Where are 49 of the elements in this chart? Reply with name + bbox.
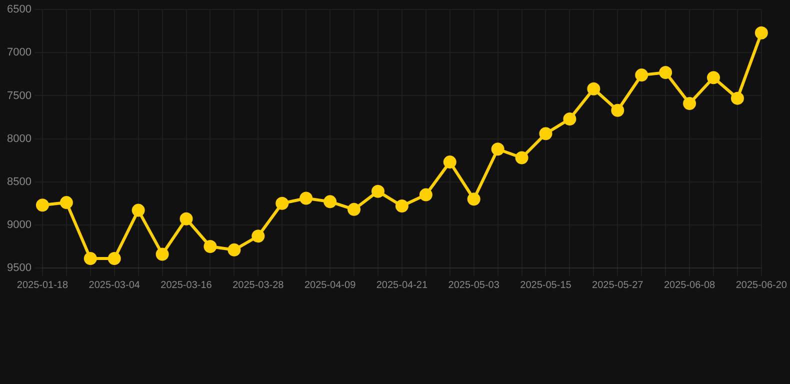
x-tick-label: 2025-04-09	[304, 280, 356, 291]
point	[324, 195, 337, 208]
point	[611, 104, 624, 117]
y-tick-label: 9000	[6, 218, 32, 231]
point	[228, 243, 241, 256]
x-tick-label: 2025-05-27	[592, 280, 644, 291]
point	[491, 142, 504, 156]
point	[156, 248, 169, 261]
point	[395, 199, 408, 212]
x-tick-label: 2025-03-28	[232, 280, 284, 291]
x-tick-label: 2025-05-03	[448, 280, 500, 291]
y-tick-label: 9500	[6, 262, 32, 274]
y-tick-label: 8500	[6, 176, 32, 188]
point	[300, 192, 313, 205]
point	[539, 127, 552, 140]
point	[683, 96, 696, 110]
x-tick-label: 2025-01-18	[16, 280, 68, 291]
x-tick-label: 2025-06-20	[736, 280, 788, 291]
x-tick-label: 2025-03-16	[160, 280, 212, 291]
y-tick-label: 7500	[6, 90, 32, 102]
point	[36, 198, 49, 212]
point	[419, 188, 432, 202]
point	[659, 66, 672, 79]
point	[84, 252, 97, 266]
x-tick-label: 2025-06-08	[664, 280, 716, 291]
point	[515, 151, 528, 164]
point	[443, 156, 456, 169]
point	[204, 240, 217, 253]
point	[730, 92, 744, 105]
y-tick-label: 7000	[6, 46, 32, 59]
point	[252, 230, 265, 243]
point	[635, 68, 648, 82]
point	[348, 202, 361, 216]
point	[132, 204, 145, 217]
y-tick-label: 6500	[6, 4, 32, 16]
point	[706, 71, 720, 84]
point	[754, 26, 768, 40]
point	[467, 192, 480, 206]
x-tick-label: 2025-03-04	[88, 280, 140, 291]
point	[180, 212, 193, 226]
point	[108, 252, 121, 266]
point	[60, 196, 73, 210]
x-tick-label: 2025-05-15	[520, 280, 572, 291]
point	[371, 184, 384, 198]
point	[563, 112, 576, 126]
x-tick-label: 2025-04-21	[376, 280, 428, 291]
y-tick-label: 8000	[6, 132, 32, 145]
point	[276, 196, 289, 210]
point	[587, 82, 600, 96]
